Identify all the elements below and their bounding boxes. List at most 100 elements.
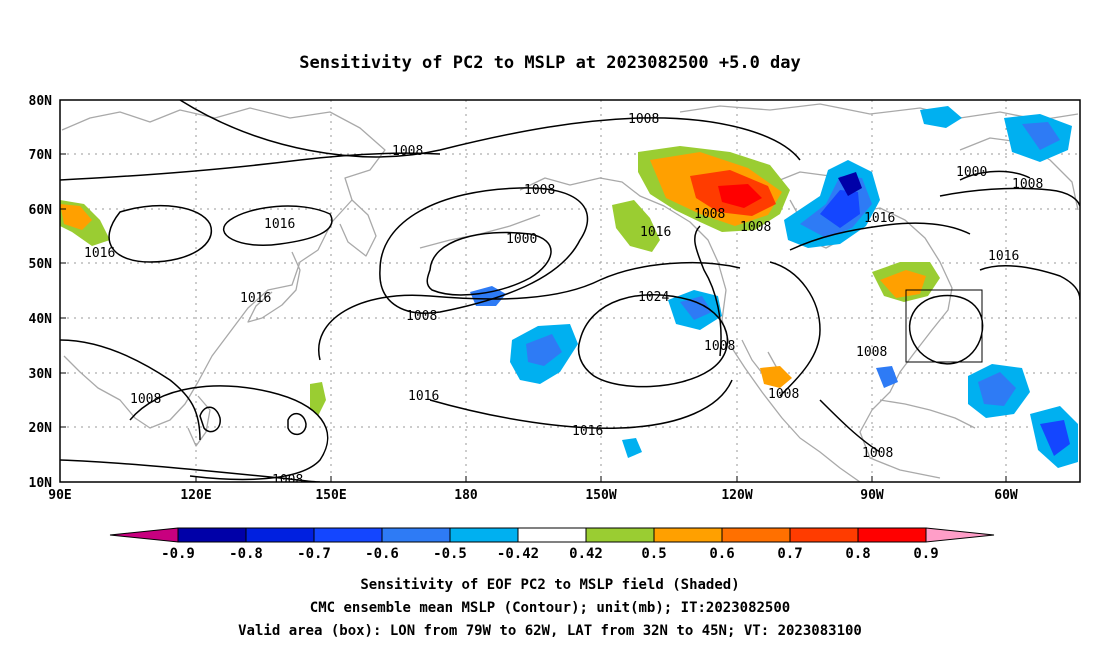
axis-ticks [60, 153, 1007, 482]
negative-patch-hawaii [622, 438, 642, 458]
lat-label: 10N [29, 476, 53, 491]
coastline-northamerica-east [857, 207, 953, 479]
colorbar-swatch [177, 527, 247, 543]
contour-label: 1008 [704, 339, 735, 354]
contour-1024-high [577, 294, 729, 388]
lat-label: 60N [29, 203, 53, 218]
latitude-labels: 80N 70N 60N 50N 40N 30N 20N 10N [29, 94, 53, 491]
positive-patch-mexico [760, 366, 792, 388]
contour-low-westpac-1 [199, 406, 221, 433]
lon-label: 90E [48, 488, 71, 503]
contour-label: 1016 [408, 389, 439, 404]
colorbar-swatch [245, 527, 315, 543]
lon-label: 90W [860, 488, 884, 503]
lon-label: 180 [454, 488, 478, 503]
colorbar-tick-label: -0.6 [365, 546, 399, 562]
mslp-contours [60, 100, 1080, 482]
negative-region-arctic-top [920, 106, 962, 128]
contour-low-westpac-2 [287, 412, 307, 436]
colorbar-tick-label: -0.42 [497, 546, 539, 562]
contour-label: 1000 [506, 232, 537, 247]
colorbar-swatch [109, 527, 179, 543]
caption-line-1: Sensitivity of EOF PC2 to MSLP field (Sh… [360, 577, 739, 593]
lon-label: 150W [585, 488, 616, 503]
positive-region-alaska-peak [718, 184, 762, 208]
contour-label: 1008 [694, 207, 725, 222]
contour-1008-aleutian [379, 187, 589, 314]
colorbar-swatch [653, 527, 723, 543]
coastline-philippines [187, 395, 211, 447]
colorbar: -0.9 -0.8 -0.7 -0.6 -0.5 -0.42 0.42 0.5 0.6 0.7 0.… [109, 527, 995, 562]
map-frame [59, 99, 1081, 483]
negative-region-ne-pacific-core [680, 296, 712, 320]
negative-region-greenland-core [1022, 122, 1060, 150]
colorbar-tick-label: 0.5 [641, 546, 666, 562]
negative-patch-gulf [876, 366, 898, 388]
colorbar-swatch [721, 527, 791, 543]
contour-1016-kamchatka [222, 205, 333, 246]
colorbar-swatch [857, 527, 927, 543]
coastline-caribbean [879, 399, 976, 429]
colorbar-tick-label: 0.9 [913, 546, 938, 562]
coastlines [61, 103, 1079, 482]
contour-1008-tropics [60, 459, 321, 482]
contour-1016-atlantic [979, 265, 1080, 301]
colorbar-tick-label: 0.42 [569, 546, 603, 562]
contour-label: 1008 [740, 220, 771, 235]
contour-label: 1000 [956, 165, 987, 180]
contour-label: 1016 [84, 246, 115, 261]
contour-label: 1008 [856, 345, 887, 360]
gridlines [60, 100, 1080, 482]
coastline-kamchatka [339, 199, 377, 257]
contour-label: 1016 [240, 291, 271, 306]
lon-label: 60W [994, 488, 1018, 503]
contour-label: 1016 [572, 424, 603, 439]
contour-1008-north [60, 152, 441, 181]
contour-label: 1008 [1012, 177, 1043, 192]
contour-1016-westpac [129, 385, 329, 481]
contour-label: 1016 [640, 225, 671, 240]
lon-label: 150E [315, 488, 346, 503]
caption-line-2: CMC ensemble mean MSLP (Contour); unit(m… [310, 600, 790, 616]
contour-1016-pacific [318, 261, 741, 361]
map-title: Sensitivity of PC2 to MSLP at 2023082500… [299, 53, 801, 73]
coastline-alaska [519, 177, 727, 291]
colorbar-tick-label: 0.7 [777, 546, 802, 562]
negative-region-tropical-atlantic-core [1040, 420, 1070, 456]
positive-patch-midpacific [310, 382, 326, 416]
positive-region-west-siberia-core [60, 204, 92, 230]
colorbar-tick-label: -0.5 [433, 546, 467, 562]
contour-1016-hudson [789, 222, 971, 251]
colorbar-tick-label: 0.6 [709, 546, 734, 562]
contour-label: 1024 [638, 290, 669, 305]
lat-label: 80N [29, 94, 53, 109]
colorbar-swatch [313, 527, 383, 543]
colorbar-swatch [585, 527, 655, 543]
sensitivity-shading [60, 106, 1078, 468]
contour-1000-aleutian [426, 231, 552, 296]
colorbar-tick-label: -0.7 [297, 546, 331, 562]
lon-label: 120W [721, 488, 752, 503]
contour-label: 1016 [864, 211, 895, 226]
contour-label: 1008 [392, 144, 423, 159]
lat-label: 50N [29, 257, 53, 272]
contour-1000-greenland [959, 170, 1031, 181]
lat-label: 30N [29, 367, 53, 382]
lat-label: 20N [29, 421, 53, 436]
lon-label: 120E [180, 488, 211, 503]
colorbar-swatch [449, 527, 519, 543]
colorbar-tick-label: -0.8 [229, 546, 263, 562]
contour-1008-coast [694, 225, 722, 357]
negative-region-hudson-peak [838, 172, 862, 196]
contour-1008-west [60, 339, 201, 441]
negative-region-central-pacific-core [526, 334, 562, 366]
contour-label: 1008 [406, 309, 437, 324]
positive-region-bc [612, 200, 660, 252]
valid-area-box [905, 289, 983, 363]
contour-1016-subtropical [429, 379, 733, 429]
contour-label: 1008 [524, 183, 555, 198]
caption: Sensitivity of EOF PC2 to MSLP field (Sh… [238, 577, 862, 639]
colorbar-swatch [381, 527, 451, 543]
coastline-arctic [679, 103, 1079, 121]
